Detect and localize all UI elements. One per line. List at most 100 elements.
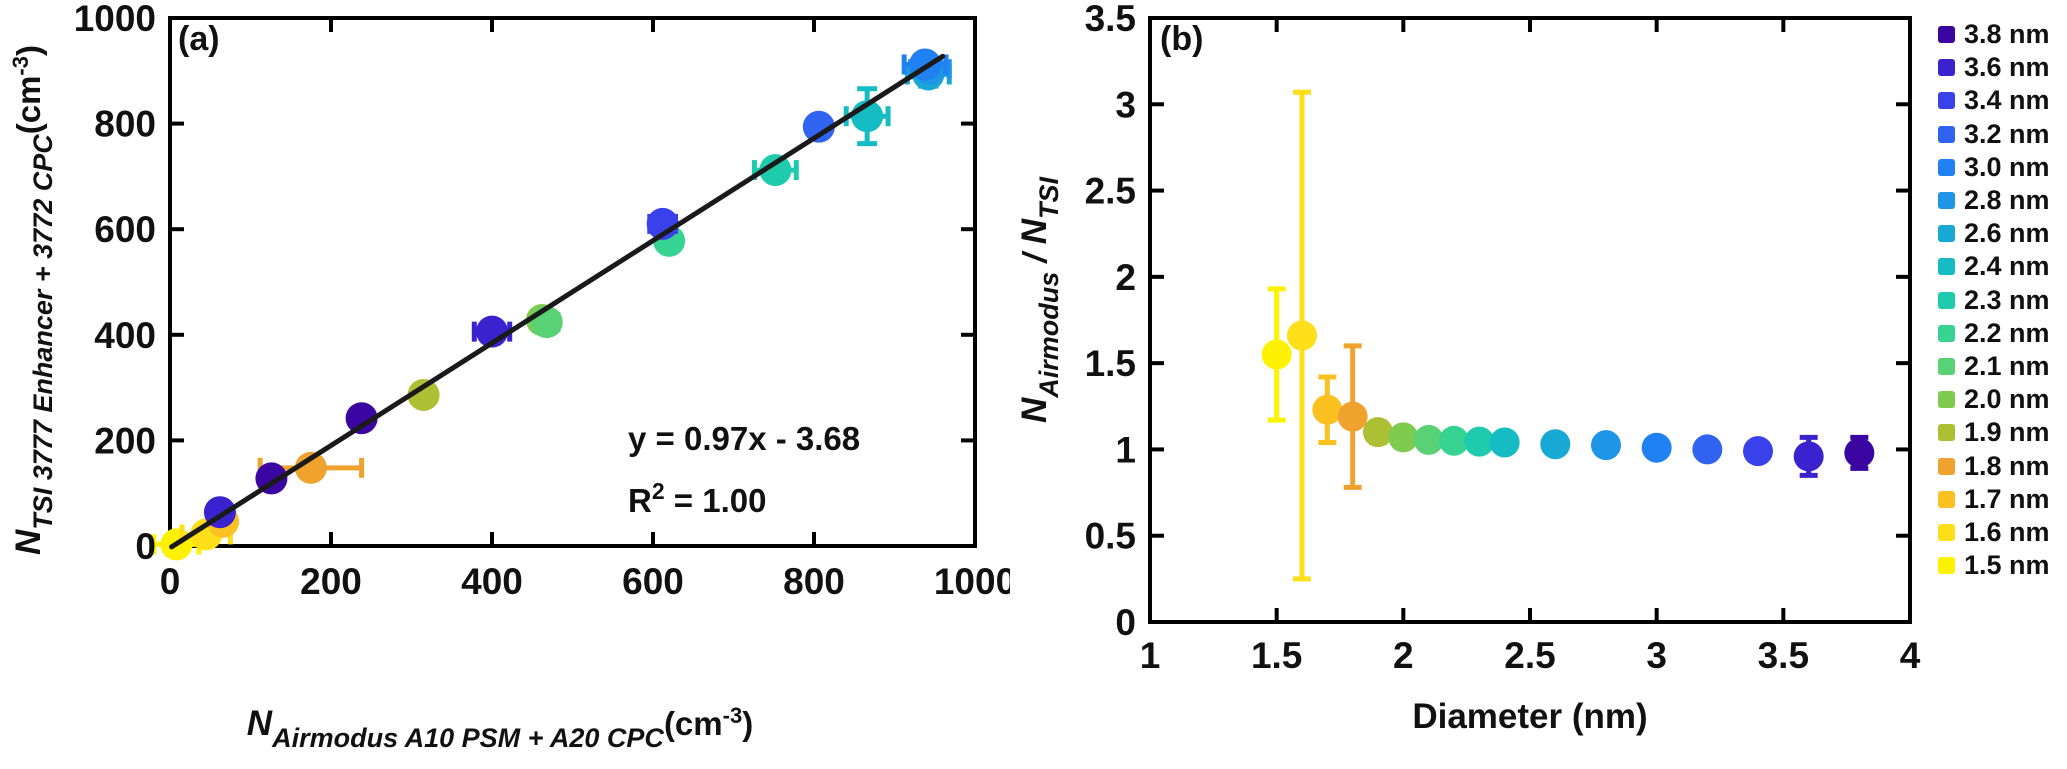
legend-item-2-2-nm[interactable]: 2.2 nm [1938,317,2050,350]
panel-b: 1 1.5 2 2.5 3 3.5 4 0 0.5 1 1.5 2 2.5 3 3.5 (b) Diamet… [1010,0,1940,769]
panel-a-xtick-label: 800 [783,561,845,602]
panel-b-axes [1148,16,1912,624]
legend-item-2-8-nm[interactable]: 2.8 nm [1938,184,2050,217]
panel-b-xtick-label: 3 [1646,635,1667,676]
scatter-marker [1591,430,1621,461]
legend-color-swatch [1938,424,1955,442]
legend-item-3-0-nm[interactable]: 3.0 nm [1938,151,2050,184]
legend-color-swatch [1938,125,1955,143]
panel-b-tick-labels: 1 1.5 2 2.5 3 3.5 4 0 0.5 1 1.5 2 2.5 3 3.5 [1085,0,1921,676]
scatter-marker [1464,426,1495,457]
legend-item-label: 3.4 nm [1964,85,2050,116]
panel-b-point [1743,436,1773,467]
panel-a-point [257,451,365,484]
scatter-marker [1287,320,1317,351]
panel-b-point [1312,374,1343,446]
panel-a-ytick-label: 200 [94,420,156,461]
panel-b-point [1261,286,1292,423]
legend-item-label: 2.8 nm [1964,185,2050,216]
panel-a-label: (a) [178,20,220,58]
legend-color-swatch [1938,158,1955,176]
legend-item-1-6-nm[interactable]: 1.6 nm [1938,516,2050,549]
panel-b-ytick-label: 1.5 [1085,343,1136,384]
panel-a-ytick-label: 0 [135,526,156,567]
panel-a-ytick-label: 800 [94,104,156,145]
legend-item-label: 2.1 nm [1964,350,2050,381]
panel-b-point [1540,429,1571,460]
panel-b-point [1413,424,1444,455]
panel-a-ylabel: NTSI 3777 Enhancer + 3772 CPC(cm-3) [8,45,58,555]
legend-color-swatch [1938,258,1955,276]
panel-b-point [1844,434,1875,471]
scatter-marker [407,378,440,411]
scatter-marker [802,110,835,143]
legend-color-swatch [1938,457,1955,475]
legend-item-label: 3.8 nm [1964,19,2050,50]
legend-item-label: 1.7 nm [1964,483,2050,514]
panel-b-xtick-label: 1 [1140,635,1161,676]
legend-item-2-0-nm[interactable]: 2.0 nm [1938,383,2050,416]
panel-b-point [1337,343,1368,490]
legend-item-3-6-nm[interactable]: 3.6 nm [1938,51,2050,84]
legend-item-2-1-nm[interactable]: 2.1 nm [1938,350,2050,383]
panel-a-xtick-label: 200 [300,561,362,602]
legend-item-3-8-nm[interactable]: 3.8 nm [1938,18,2050,51]
legend-item-label: 3.6 nm [1964,52,2050,83]
legend-color-swatch [1938,391,1955,409]
panel-b-point [1388,422,1419,453]
legend-item-2-6-nm[interactable]: 2.6 nm [1938,217,2050,250]
panel-b-point [1641,432,1672,463]
scatter-marker [1641,432,1672,463]
legend-item-2-3-nm[interactable]: 2.3 nm [1938,284,2050,317]
panel-a-xtick-label: 0 [160,561,181,602]
legend-color-swatch [1938,59,1955,77]
scatter-marker [1489,427,1520,458]
panel-b-label: (b) [1160,20,1203,58]
regression-line [169,53,946,550]
panel-a-fit-line [169,53,946,550]
fit-r2-text: R2 = 1.00 [628,478,766,519]
legend-item-3-2-nm[interactable]: 3.2 nm [1938,118,2050,151]
legend-item-1-9-nm[interactable]: 1.9 nm [1938,416,2050,449]
panel-a-ytick-label: 1000 [74,0,156,39]
panel-b-xtick-label: 4 [1900,635,1921,676]
panel-a-ytick-label: 400 [94,315,156,356]
panel-b-point [1464,426,1495,457]
panel-b-ytick-label: 3 [1115,84,1136,125]
panel-b-ylabel: NAirmodus / NTSI [1015,176,1064,423]
scatter-marker [1439,425,1469,456]
panel-a-xtick-label: 600 [622,561,684,602]
legend-color-swatch [1938,92,1955,110]
panel-a: 0 200 400 600 800 1000 0 200 400 600 800 1000 (a) y… [0,0,1010,769]
legend-item-label: 3.0 nm [1964,151,2050,182]
panel-b-point [1692,434,1723,465]
panel-b-frame [1148,16,1912,624]
legend-item-label: 1.5 nm [1964,550,2050,581]
legend-item-label: 2.4 nm [1964,251,2050,282]
scatter-marker [1743,436,1773,467]
panel-b-ytick-label: 3.5 [1085,0,1136,39]
panel-b-ytick-label: 2.5 [1085,171,1136,212]
panel-b-ytick-label: 1 [1115,429,1136,470]
panel-b-xtick-label: 2.5 [1504,635,1555,676]
legend-item-1-7-nm[interactable]: 1.7 nm [1938,483,2050,516]
panel-b-svg: 1 1.5 2 2.5 3 3.5 4 0 0.5 1 1.5 2 2.5 3 3.5 (b) Diamet… [1015,0,1921,736]
panel-b-point [1287,89,1317,582]
panel-b-xlabel: Diameter (nm) [1412,697,1647,736]
scatter-marker [1793,441,1824,472]
panel-b-ytick-label: 2 [1115,257,1136,298]
legend-item-1-8-nm[interactable]: 1.8 nm [1938,449,2050,482]
legend-item-label: 2.6 nm [1964,218,2050,249]
legend-item-1-5-nm[interactable]: 1.5 nm [1938,549,2050,582]
legend-color-swatch [1938,225,1955,243]
panel-b-point [1363,417,1393,448]
panel-b-point [1489,427,1520,458]
legend-item-2-4-nm[interactable]: 2.4 nm [1938,250,2050,283]
panel-b-xtick-label: 1.5 [1251,635,1302,676]
panel-a-point [751,154,799,187]
legend-item-3-4-nm[interactable]: 3.4 nm [1938,84,2050,117]
panel-b-datapoints [1261,89,1875,582]
panel-a-xtick-label: 1000 [934,561,1010,602]
panel-b-xtick-label: 3.5 [1758,635,1809,676]
